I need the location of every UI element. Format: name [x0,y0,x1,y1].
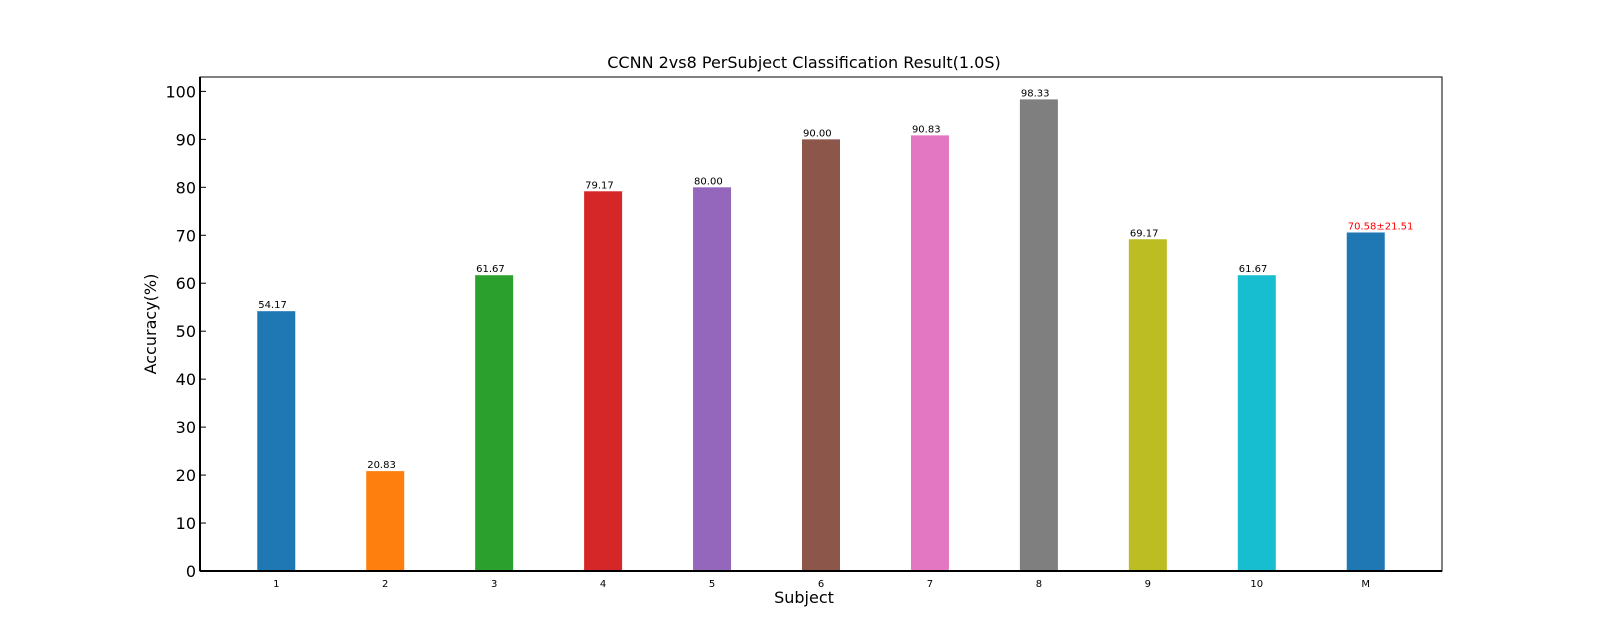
y-tick-label: 90 [176,130,196,149]
bar-labels: 54.17 20.83 61.67 79.17 80.00 90.00 90.83 98.33… [258,88,1413,471]
bars [257,99,1385,572]
bar-value-label: 54.17 [258,300,287,311]
y-tick-label: 10 [176,514,196,533]
y-axis-label: Accuracy(%) [141,274,160,375]
bar-2 [366,471,405,571]
bar-4 [584,191,623,572]
bar-value-label: 98.33 [1021,88,1050,99]
bar-value-label: 79.17 [585,180,614,191]
x-tick-label: 5 [709,579,715,590]
x-tick-label: 2 [382,579,388,590]
x-tick-label: 9 [1145,579,1151,590]
x-tick-label: 3 [491,579,497,590]
bar-value-label: 90.83 [912,124,941,135]
bar-M [1346,232,1385,572]
y-tick-label: 30 [176,418,196,437]
bar-6 [802,139,840,571]
bar-1 [257,311,296,571]
y-tick-label: 80 [176,178,196,197]
y-tick-label: 40 [176,370,196,389]
y-tick-label: 60 [176,274,196,293]
y-tick-label: 0 [186,562,196,581]
x-tick-label: 8 [1036,579,1042,590]
y-tick-label: 50 [176,322,196,341]
x-axis-label: Subject [774,588,834,607]
y-tick-label: 20 [176,466,196,485]
x-tick-label: M [1361,579,1370,590]
y-axis: 0 10 20 30 40 50 60 70 80 90 100 [165,77,206,581]
bar-value-label: 70.58±21.51 [1348,221,1414,232]
bar-5 [693,187,732,571]
bar-7 [910,135,949,571]
bar-3 [475,275,514,571]
x-tick-label: 7 [927,579,933,590]
x-tick-label: 4 [600,579,606,590]
y-tick-label: 70 [176,226,196,245]
x-axis: 1 2 3 4 5 6 7 8 9 10 M [200,570,1442,590]
bar-value-label: 80.00 [694,176,723,187]
bar-value-label: 61.67 [1239,264,1268,275]
x-tick-label: 10 [1250,579,1263,590]
x-tick-label: 1 [273,579,279,590]
chart-title: CCNN 2vs8 PerSubject Classification Resu… [607,53,1001,72]
bar-8 [1019,99,1058,572]
bar-value-label: 20.83 [367,460,396,471]
y-tick-label: 100 [165,82,196,101]
bar-9 [1128,239,1167,571]
bar-10 [1237,275,1276,571]
bar-value-label: 61.67 [476,264,505,275]
x-tick-label: 6 [818,579,824,590]
bar-value-label: 69.17 [1130,228,1159,239]
bar-value-label: 90.00 [803,128,832,139]
